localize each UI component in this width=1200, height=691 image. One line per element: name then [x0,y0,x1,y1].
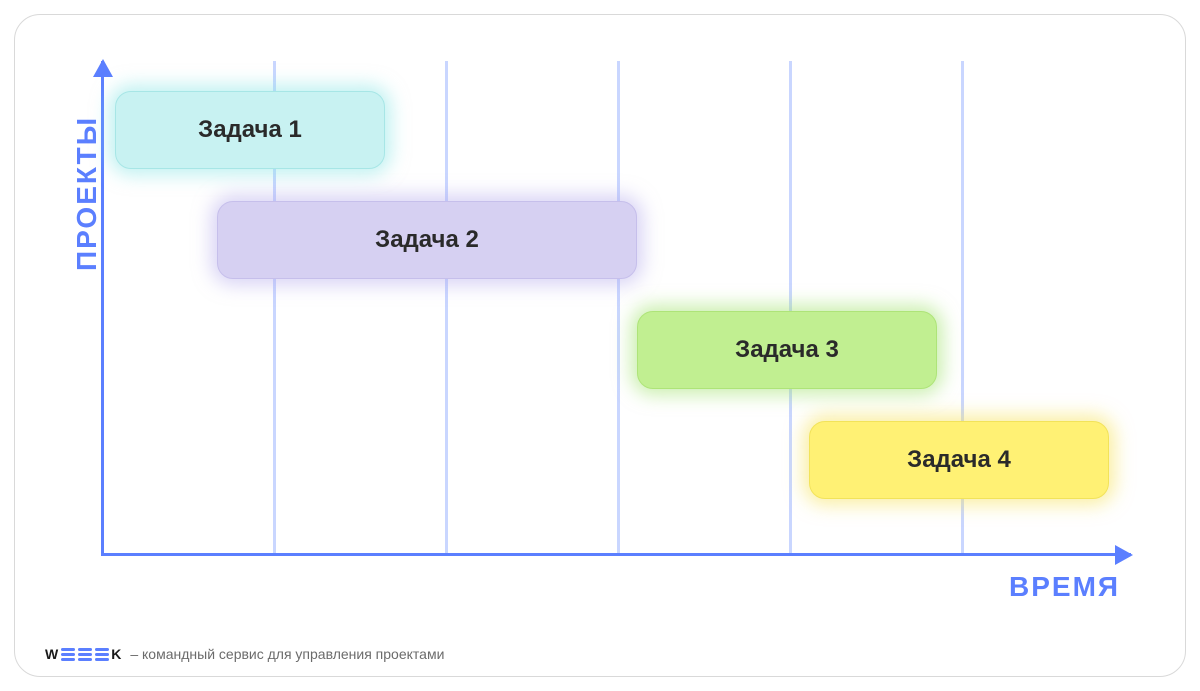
gridline [445,61,448,553]
gantt-bar: Задача 3 [637,311,937,389]
x-axis-label: ВРЕМЯ [1009,571,1120,603]
brand-letter-k: K [111,646,122,662]
gantt-bar: Задача 4 [809,421,1109,499]
gantt-bar: Задача 1 [115,91,385,169]
gridline [789,61,792,553]
gantt-plot: ПРОЕКТЫ ВРЕМЯ Задача 1 Задача 2 Задача 3 Зада… [15,15,1185,676]
brand-bars-icon [61,648,75,661]
brand-bars-icon [95,648,109,661]
gantt-bar: Задача 2 [217,201,637,279]
footer-tagline: – командный сервис для управления проект… [130,646,444,662]
gantt-bar-label: Задача 4 [907,446,1011,474]
y-axis-label: ПРОЕКТЫ [71,116,103,271]
gantt-bar-label: Задача 2 [375,226,479,254]
gantt-bar-label: Задача 3 [735,336,839,364]
x-axis [101,553,1131,556]
gridline [617,61,620,553]
chart-card: ПРОЕКТЫ ВРЕМЯ Задача 1 Задача 2 Задача 3 Зада… [14,14,1186,677]
footer: W K – командный сервис для управления пр… [45,646,444,662]
brand-letter-w: W [45,646,59,662]
gantt-bar-label: Задача 1 [198,116,302,144]
brand-logo: W K [45,646,122,662]
brand-bars-icon [78,648,92,661]
